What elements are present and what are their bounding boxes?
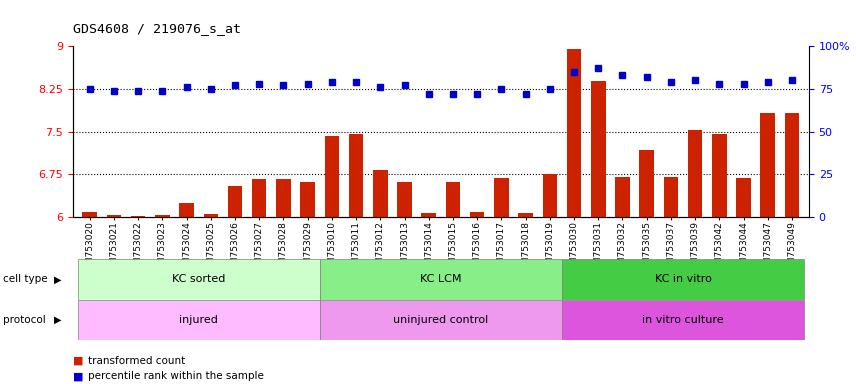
Bar: [252, 179, 266, 217]
Bar: [320, 259, 562, 300]
Bar: [373, 170, 388, 217]
Bar: [615, 177, 630, 217]
Text: KC LCM: KC LCM: [420, 274, 461, 285]
Bar: [155, 215, 169, 217]
Bar: [543, 174, 557, 217]
Bar: [82, 212, 97, 217]
Text: ▶: ▶: [54, 274, 62, 285]
Bar: [276, 179, 291, 217]
Bar: [663, 177, 678, 217]
Text: transformed count: transformed count: [88, 356, 186, 366]
Bar: [470, 212, 484, 217]
Bar: [562, 259, 804, 300]
Bar: [397, 182, 412, 217]
Bar: [494, 178, 508, 217]
Text: KC sorted: KC sorted: [172, 274, 225, 285]
Text: protocol: protocol: [3, 314, 45, 325]
Bar: [562, 300, 804, 340]
Bar: [107, 215, 122, 217]
Text: cell type: cell type: [3, 274, 47, 285]
Bar: [78, 300, 320, 340]
Bar: [712, 134, 727, 217]
Text: ■: ■: [73, 371, 83, 381]
Bar: [300, 182, 315, 217]
Bar: [567, 49, 581, 217]
Text: ▶: ▶: [54, 314, 62, 325]
Bar: [348, 134, 363, 217]
Bar: [446, 182, 461, 217]
Bar: [519, 213, 532, 217]
Bar: [785, 113, 800, 217]
Text: injured: injured: [179, 314, 218, 325]
Bar: [204, 214, 218, 217]
Text: KC in vitro: KC in vitro: [655, 274, 711, 285]
Bar: [760, 113, 775, 217]
Bar: [320, 300, 562, 340]
Bar: [228, 185, 242, 217]
Bar: [421, 213, 436, 217]
Text: ■: ■: [73, 356, 83, 366]
Text: uninjured control: uninjured control: [393, 314, 489, 325]
Bar: [688, 131, 703, 217]
Text: GDS4608 / 219076_s_at: GDS4608 / 219076_s_at: [73, 22, 241, 35]
Bar: [639, 150, 654, 217]
Text: in vitro culture: in vitro culture: [642, 314, 724, 325]
Text: percentile rank within the sample: percentile rank within the sample: [88, 371, 264, 381]
Bar: [131, 216, 146, 217]
Bar: [324, 136, 339, 217]
Bar: [736, 178, 751, 217]
Bar: [179, 203, 193, 217]
Bar: [78, 259, 320, 300]
Bar: [591, 81, 605, 217]
